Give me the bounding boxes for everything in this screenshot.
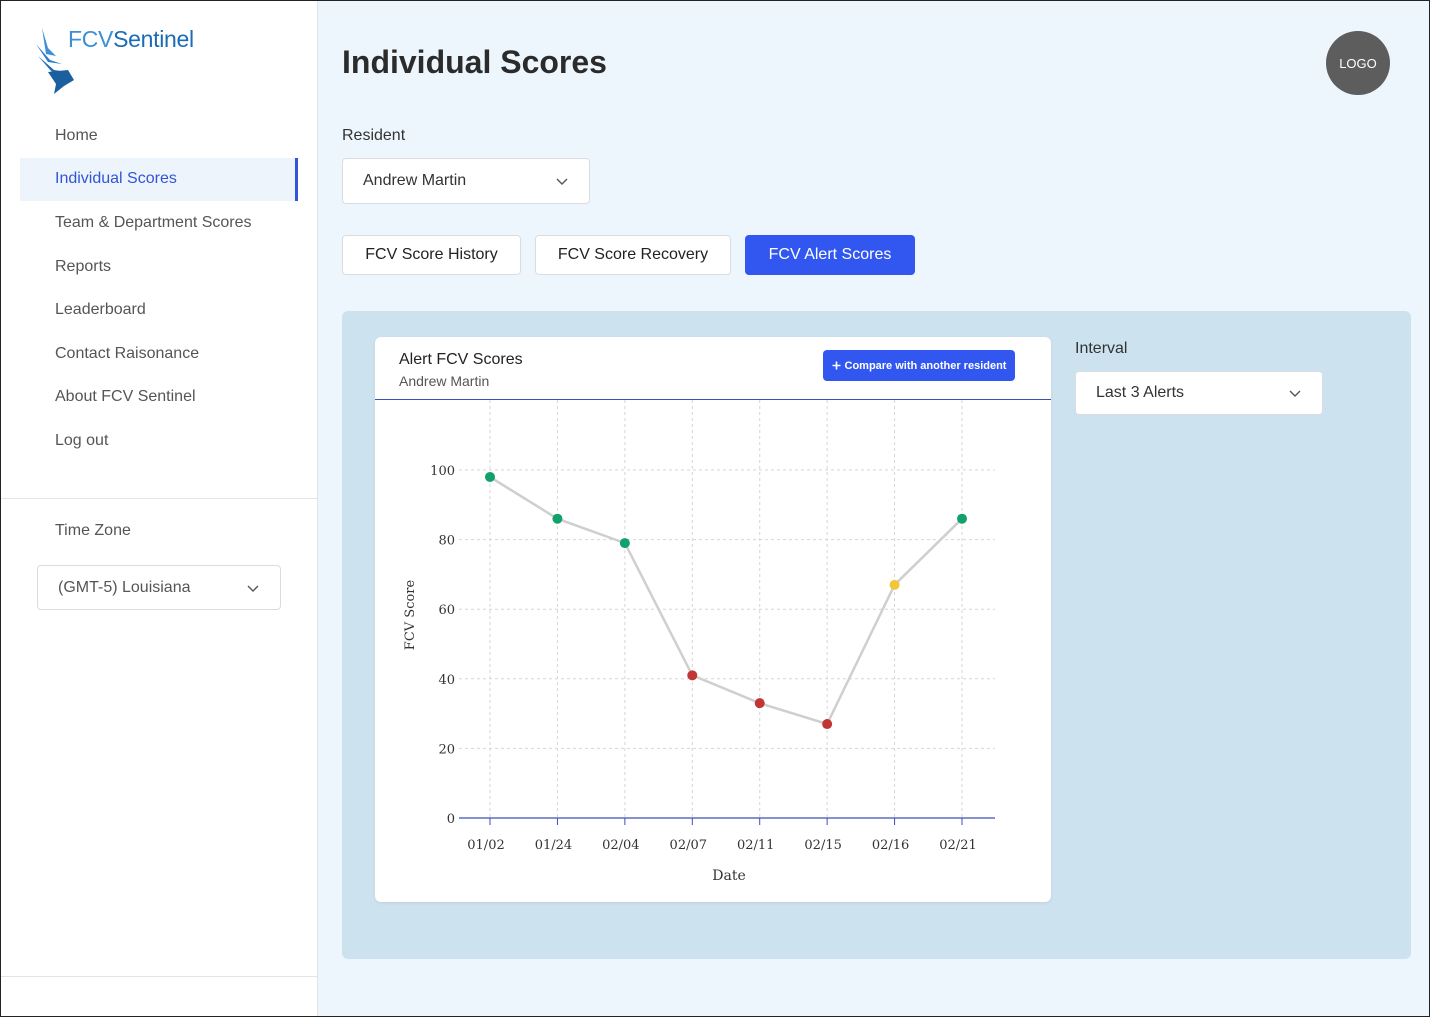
brand-logo[interactable]: FCVSentinel (34, 26, 234, 98)
data-point (552, 513, 563, 524)
sidebar-item-reports[interactable]: Reports (55, 257, 112, 275)
page-title: Individual Scores (342, 44, 607, 80)
eagle-icon (36, 28, 74, 94)
timezone-label: Time Zone (55, 522, 131, 539)
x-axis-label: Date (712, 868, 745, 884)
compare-resident-label: Compare with another resident (844, 359, 1007, 372)
sidebar-footer-divider (0, 976, 318, 977)
tab-fcv-alert-scores[interactable]: FCV Alert Scores (745, 235, 915, 275)
x-tick-label: 01/02 (467, 838, 504, 853)
resident-select[interactable]: Andrew Martin (342, 158, 590, 204)
y-tick-label: 40 (438, 673, 455, 688)
y-tick-label: 20 (438, 742, 455, 757)
data-point (754, 698, 765, 709)
sidebar-item-logout[interactable]: Log out (55, 431, 109, 449)
compare-resident-button[interactable]: Compare with another resident (823, 350, 1015, 381)
data-point (687, 670, 698, 681)
x-tick-label: 02/11 (737, 838, 774, 853)
sidebar-item-home[interactable]: Home (55, 126, 98, 144)
y-tick-label: 100 (430, 464, 455, 479)
y-tick-label: 60 (438, 603, 455, 618)
sidebar-item-contact-raisonance[interactable]: Contact Raisonance (55, 344, 200, 362)
sidebar-nav: Home Individual Scores Team & Department… (20, 114, 298, 463)
sidebar-item-team-department-scores[interactable]: Team & Department Scores (55, 213, 252, 231)
brand-name-part2: Sentinel (113, 26, 194, 52)
timezone-value: (GMT-5) Louisiana (58, 578, 191, 596)
plus-icon (832, 361, 840, 370)
brand-name-part1: FCV (68, 26, 114, 52)
x-tick-label: 02/15 (804, 838, 841, 853)
tab-fcv-score-history[interactable]: FCV Score History (342, 235, 521, 275)
y-tick-label: 80 (438, 534, 455, 549)
series-line (489, 475, 963, 726)
chart-card-rule (375, 399, 1051, 400)
y-axis-label: FCV Score (403, 579, 418, 650)
interval-label: Interval (1075, 340, 1128, 357)
logo-badge[interactable]: LOGO (1326, 31, 1390, 95)
sidebar: FCVSentinel Home Individual Scores Team … (0, 0, 318, 1017)
y-tick-label: 0 (447, 812, 455, 827)
sidebar-item-about[interactable]: About FCV Sentinel (55, 388, 196, 406)
chart-card-subtitle: Andrew Martin (399, 373, 490, 389)
x-tick-label: 02/04 (602, 838, 639, 853)
x-tick-label: 02/21 (939, 838, 976, 853)
data-point (485, 471, 495, 482)
data-point (822, 719, 833, 730)
x-tick-label: 02/07 (670, 838, 707, 853)
data-point (619, 538, 630, 549)
sidebar-item-individual-scores[interactable]: Individual Scores (20, 157, 298, 202)
resident-value: Andrew Martin (363, 172, 467, 189)
tab-fcv-score-recovery[interactable]: FCV Score Recovery (535, 235, 731, 275)
sidebar-item-leaderboard[interactable]: Leaderboard (55, 301, 146, 319)
chart-card: Alert FCV Scores Andrew Martin Compare w… (375, 337, 1051, 902)
chart-card-title: Alert FCV Scores (399, 351, 523, 368)
timezone-select[interactable]: (GMT-5) Louisiana (37, 565, 281, 610)
chevron-down-icon (247, 585, 259, 592)
sidebar-divider (0, 498, 318, 499)
chevron-down-icon (556, 178, 568, 185)
alert-scores-chart: 0 20 40 60 80 100 01/02 01/24 02/04 02/07 02/11 02/… (403, 400, 995, 884)
data-point (957, 513, 967, 524)
interval-value: Last 3 Alerts (1096, 384, 1185, 401)
x-tick-label: 02/16 (872, 838, 909, 853)
x-tick-label: 01/24 (535, 838, 572, 853)
interval-select[interactable]: Last 3 Alerts (1075, 371, 1323, 415)
resident-label: Resident (342, 127, 406, 144)
data-point (889, 579, 900, 590)
chevron-down-icon (1289, 390, 1301, 397)
